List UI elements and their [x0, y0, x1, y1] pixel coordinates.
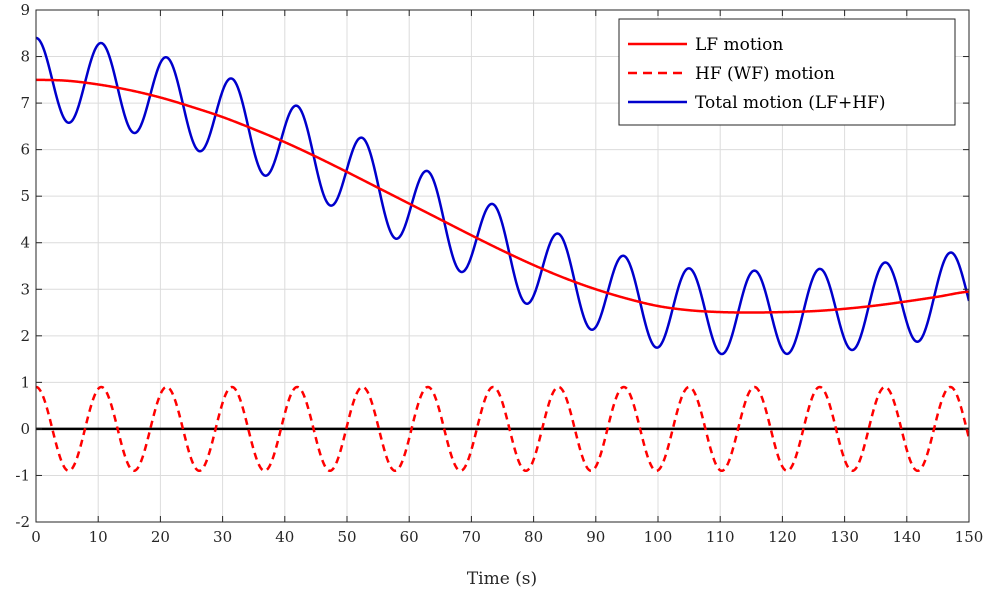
y-tick-label: 2 [20, 327, 30, 345]
y-tick-label: 9 [20, 1, 30, 19]
legend-label: LF motion [695, 35, 783, 55]
y-tick-label: 4 [20, 234, 30, 252]
x-tick-label: 10 [89, 528, 108, 546]
x-tick-label: 20 [151, 528, 170, 546]
y-tick-label: -2 [15, 513, 30, 531]
y-tick-label: 5 [20, 187, 30, 205]
x-tick-label: 120 [768, 528, 797, 546]
x-tick-label: 70 [462, 528, 481, 546]
x-tick-label: 30 [213, 528, 232, 546]
y-tick-label: 3 [20, 280, 30, 298]
y-tick-label: 0 [20, 420, 30, 438]
series-line-lf-motion [36, 78, 969, 314]
y-tick-label: 8 [20, 48, 30, 66]
series-layer [36, 36, 969, 473]
series-line-hf-motion [36, 385, 969, 473]
x-tick-label: 50 [337, 528, 356, 546]
x-tick-label: 150 [955, 528, 984, 546]
y-tick-label: 1 [20, 373, 30, 391]
legend: LF motion HF (WF) motion Total motion (LF+… [618, 18, 956, 126]
legend-label: Total motion (LF+HF) [695, 93, 886, 113]
x-tick-label: 110 [706, 528, 735, 546]
y-tick-label: 6 [20, 141, 30, 159]
x-tick-label: 130 [830, 528, 859, 546]
legend-label: HF (WF) motion [695, 64, 835, 84]
x-axis-label: Time (s) [467, 569, 537, 589]
x-tick-label: 40 [275, 528, 294, 546]
x-tick-label: 60 [400, 528, 419, 546]
x-tick-label: 140 [892, 528, 921, 546]
x-tick-label: 80 [524, 528, 543, 546]
plot-frame [35, 9, 970, 523]
series-line-total-motion [36, 36, 969, 356]
x-tick-label: 0 [31, 528, 41, 546]
y-axis: -2 -1 0 1 2 3 4 5 6 7 8 9 [15, 1, 969, 531]
x-tick-label: 100 [644, 528, 673, 546]
x-tick-label: 90 [586, 528, 605, 546]
x-axis: 0 10 20 30 40 50 60 70 80 90 100 110 120 130 140 150 [31, 10, 983, 546]
y-tick-label: 7 [20, 94, 30, 112]
y-tick-label: -1 [15, 466, 30, 484]
